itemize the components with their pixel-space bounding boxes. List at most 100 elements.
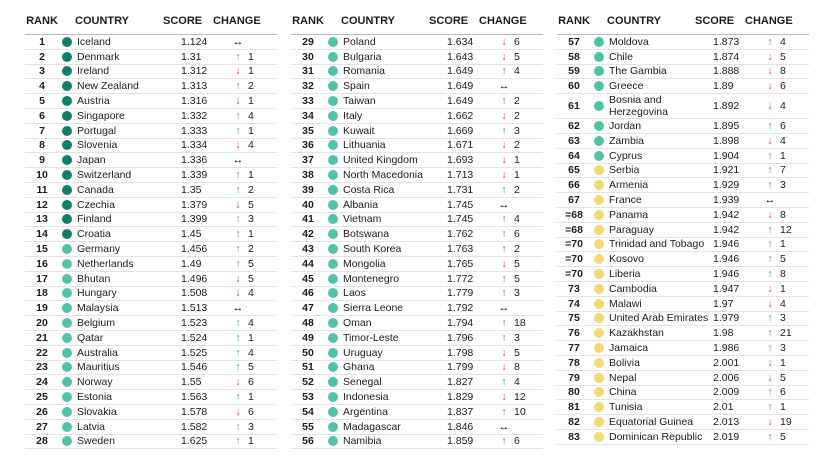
score: 1.97	[713, 297, 734, 310]
rank: =70	[565, 238, 583, 251]
change-value: 4	[514, 213, 520, 226]
score: 1.929	[713, 179, 740, 192]
score: 1.334	[181, 139, 208, 152]
score: 1.895	[713, 120, 740, 133]
change-arrow: ↓	[501, 346, 507, 359]
change-value: 4	[780, 100, 786, 113]
category-dot	[328, 36, 338, 47]
country: Bulgaria	[343, 50, 382, 63]
rank: 48	[302, 317, 314, 330]
rank: 19	[36, 302, 48, 315]
change-arrow: ↓	[767, 100, 773, 113]
table-row: 67 France 1.939 ↔	[557, 193, 809, 208]
country: Malawi	[609, 297, 642, 310]
change-value: 3	[514, 331, 520, 344]
table-row: 4 New Zealand 1.313 ↑ 2	[25, 79, 277, 95]
category-dot	[62, 406, 72, 417]
country: Mongolia	[343, 257, 386, 270]
category-dot	[328, 332, 338, 343]
score: 1.792	[447, 302, 474, 315]
score: 1.312	[181, 65, 208, 78]
category-dot	[594, 402, 604, 413]
country: Slovakia	[77, 405, 117, 418]
rank: 53	[302, 391, 314, 404]
country: Canada	[77, 183, 114, 196]
rank: 15	[36, 243, 48, 256]
change-value: 2	[248, 243, 254, 256]
score: 1.946	[713, 253, 740, 266]
score: 1.662	[447, 109, 474, 122]
change-value: 4	[780, 297, 786, 310]
score: 1.946	[713, 268, 740, 281]
category-dot	[62, 184, 72, 195]
change-value: 3	[248, 213, 254, 226]
rank: 81	[568, 401, 580, 414]
rank: 74	[568, 297, 580, 310]
column-header: COUNTRY	[607, 15, 661, 27]
category-dot	[62, 273, 72, 284]
table-row: 74 Malawi 1.97 ↓ 4	[557, 297, 809, 312]
table-row: 31 Romania 1.649 ↑ 4	[291, 65, 543, 80]
change-value: 1	[780, 282, 786, 295]
table-row: 63 Zambia 1.898 ↓ 4	[557, 134, 809, 149]
score: 1.456	[181, 243, 208, 256]
change-arrow: ↓	[501, 50, 507, 63]
country: Spain	[343, 80, 370, 93]
change-value: 3	[514, 287, 520, 300]
change-arrow: ↑	[501, 405, 507, 418]
change-arrow: ↓	[501, 169, 507, 182]
rank: 37	[302, 154, 314, 167]
table-row: =68 Panama 1.942 ↓ 8	[557, 208, 809, 223]
rank: 79	[568, 371, 580, 384]
country: Hungary	[77, 287, 117, 300]
rank: 64	[568, 149, 580, 162]
country: Ghana	[343, 361, 375, 374]
country: Oman	[343, 317, 372, 330]
change-value: 3	[780, 179, 786, 192]
change-value: 12	[514, 391, 526, 404]
score: 1.837	[447, 405, 474, 418]
table-row: 2 Denmark 1.31 ↑ 1	[25, 50, 277, 65]
score: 2.006	[713, 371, 740, 384]
score: 1.745	[447, 213, 474, 226]
country: Austria	[77, 95, 110, 108]
country: Dominican Republic	[609, 430, 703, 443]
rank: 76	[568, 327, 580, 340]
change-arrow: ↓	[501, 257, 507, 270]
rank: 7	[39, 124, 45, 137]
table-row: 29 Poland 1.634 ↓ 6	[291, 35, 543, 50]
table-column-group: RANK COUNTRY SCORE CHANGE 57 Moldova 1.873 ↑ 4 58…	[557, 8, 809, 445]
table-row: 23 Mauritius 1.546 ↑ 5	[25, 361, 277, 376]
table-row: 32 Spain 1.649 ↔	[291, 79, 543, 95]
change-value: 5	[248, 257, 254, 270]
country: Poland	[343, 35, 376, 48]
change-arrow: ↑	[501, 317, 507, 330]
rank: 41	[302, 213, 314, 226]
rank: 82	[568, 416, 580, 429]
category-dot	[594, 357, 604, 368]
change-value: 5	[780, 253, 786, 266]
change-value: 5	[514, 257, 520, 270]
change-value: 4	[780, 35, 786, 48]
change-arrow: ↓	[767, 416, 773, 429]
table-row: 22 Australia 1.525 ↑ 4	[25, 346, 277, 361]
table-row: 49 Timor-Leste 1.796 ↑ 3	[291, 331, 543, 346]
category-dot	[62, 392, 72, 403]
score: 1.693	[447, 154, 474, 167]
country: Finland	[77, 213, 112, 226]
score: 1.772	[447, 272, 474, 285]
category-dot	[594, 313, 604, 324]
category-dot	[62, 288, 72, 299]
change-arrow: ↑	[501, 331, 507, 344]
country: Belgium	[77, 317, 115, 330]
score: 1.829	[447, 391, 474, 404]
country: Romania	[343, 65, 386, 78]
rank: 44	[302, 257, 314, 270]
score: 1.643	[447, 50, 474, 63]
country: Madagascar	[343, 420, 401, 433]
country: Japan	[77, 154, 106, 167]
table-row: 55 Madagascar 1.846 ↔	[291, 420, 543, 435]
country: Senegal	[343, 376, 382, 389]
category-dot	[328, 184, 338, 195]
table-row: 48 Oman 1.794 ↑ 18	[291, 316, 543, 331]
